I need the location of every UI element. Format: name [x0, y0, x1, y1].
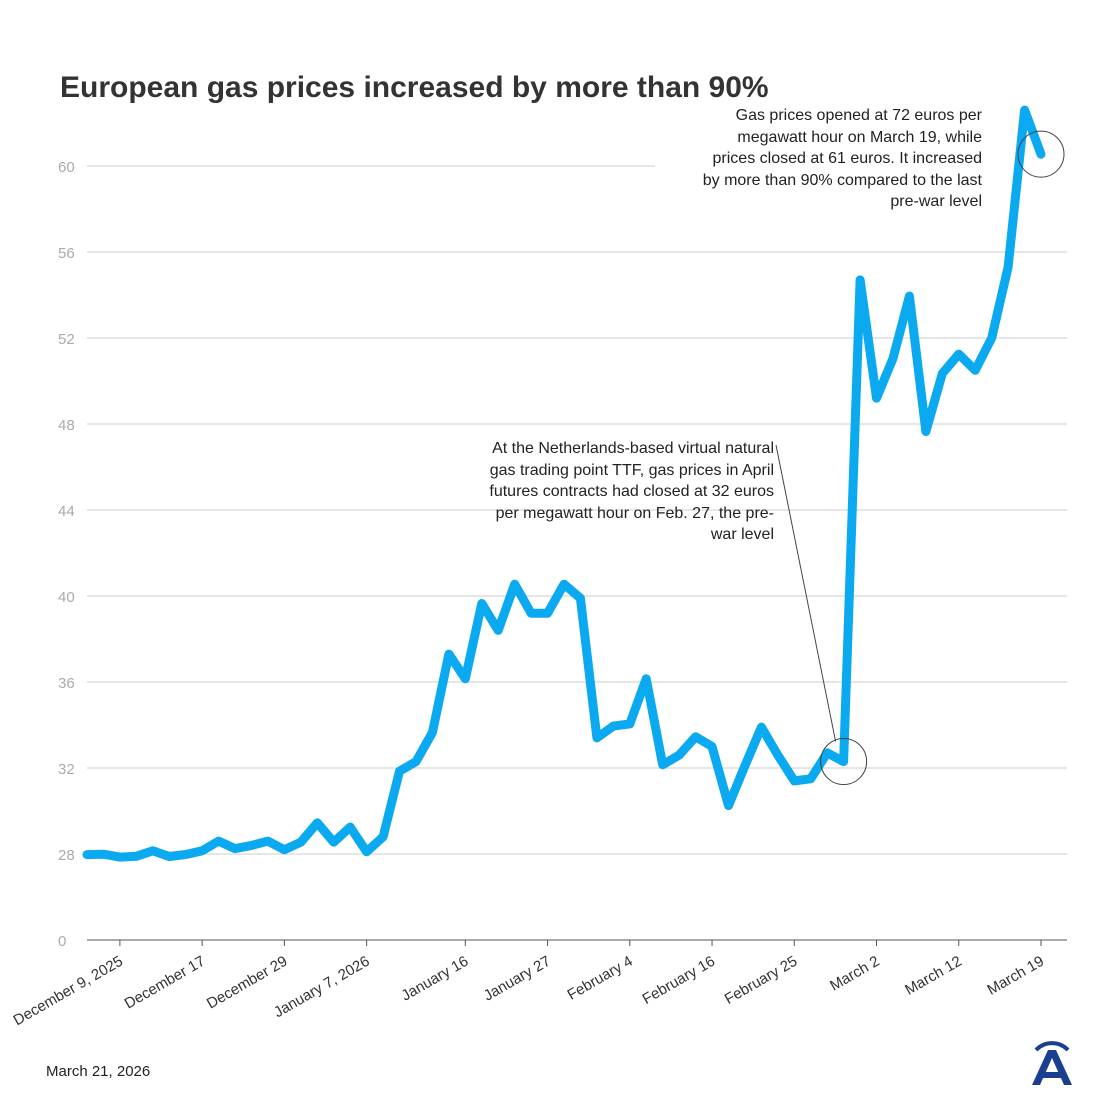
y-tick-label: 32 — [58, 761, 75, 778]
price-line — [82, 105, 1046, 862]
annotation: Gas prices opened at 72 euros per megawa… — [702, 107, 982, 210]
chart-title: European gas prices increased by more th… — [60, 71, 769, 104]
logo — [1032, 1041, 1072, 1085]
annotation: At the Netherlands-based virtual natural… — [489, 440, 774, 543]
annotation-circle — [1017, 130, 1065, 178]
y-tick-label: 56 — [58, 245, 75, 262]
logo-shape — [1032, 1050, 1072, 1085]
logo-shape — [1040, 1072, 1068, 1078]
date: March 21, 2026 — [46, 1063, 150, 1080]
x-tick-label: March 2 — [827, 953, 882, 995]
x-tick-label: January 16 — [399, 953, 472, 1005]
x-tick-label: March 12 — [902, 953, 965, 999]
annotation-leader — [775, 444, 837, 742]
y-tick-label: 0 — [58, 933, 66, 950]
y-tick-label: 52 — [58, 331, 75, 348]
y-tick-label: 28 — [58, 847, 75, 864]
x-tick-label: December 17 — [122, 953, 208, 1013]
x-tick-label: February 25 — [722, 953, 801, 1008]
annotation-circle — [820, 738, 868, 786]
x-tick-label: December 9, 2025 — [11, 953, 126, 1029]
y-tick-label: 44 — [58, 503, 75, 520]
y-tick-label: 40 — [58, 589, 75, 606]
x-tick-label: March 19 — [984, 953, 1047, 999]
x-tick-label: February 4 — [564, 953, 635, 1004]
y-tick-label: 60 — [58, 159, 75, 176]
x-tick-label: February 16 — [639, 953, 718, 1008]
y-tick-label: 48 — [58, 417, 75, 434]
x-tick-label: January 27 — [481, 953, 554, 1005]
y-tick-label: 36 — [58, 675, 75, 692]
logo-arc — [1034, 1041, 1070, 1052]
